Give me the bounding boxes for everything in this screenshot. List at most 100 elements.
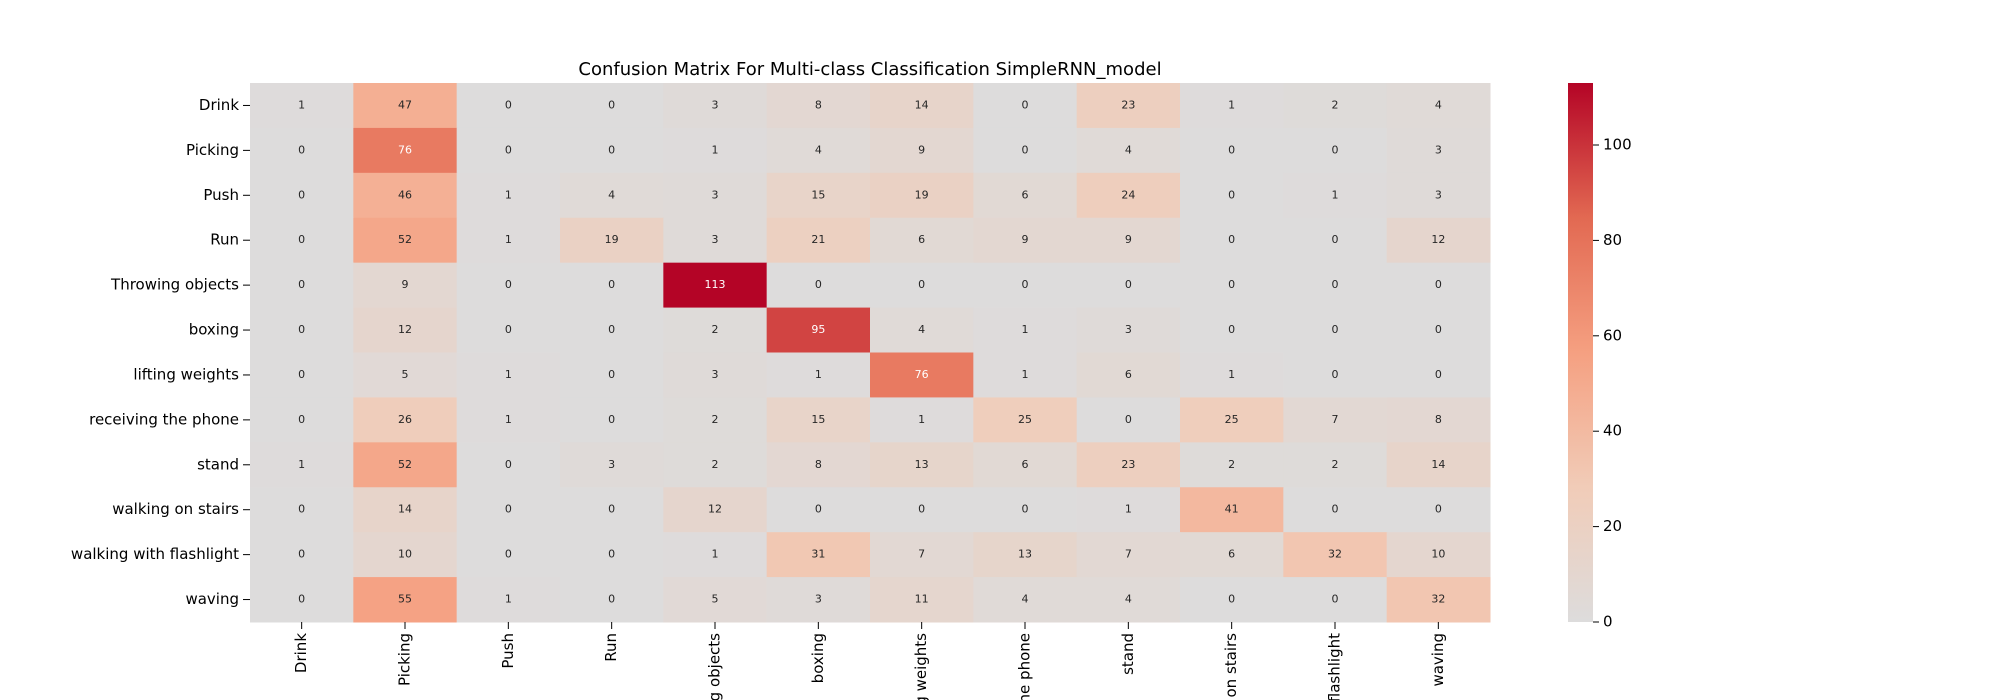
cell <box>456 262 561 309</box>
cell-label: 2 <box>1332 98 1339 111</box>
cell-label: 0 <box>1332 368 1339 381</box>
cell-label: 0 <box>505 458 512 471</box>
x-tick-label: waving <box>1429 633 1447 687</box>
cell <box>1283 172 1388 219</box>
cell <box>870 577 974 623</box>
cell-label: 1 <box>505 368 512 381</box>
y-tick-label: receiving the phone <box>89 410 239 428</box>
cell <box>973 172 1078 219</box>
cell <box>1386 487 1491 533</box>
cell <box>1386 307 1491 353</box>
cell-label: 1 <box>505 233 512 246</box>
cell <box>663 83 768 129</box>
cell <box>1386 262 1491 309</box>
cell <box>973 577 1078 623</box>
cell <box>1386 397 1491 443</box>
cell <box>870 262 974 309</box>
cell-label: 0 <box>1125 413 1132 426</box>
cell-label: 4 <box>1022 593 1029 606</box>
cell <box>663 217 768 264</box>
cell <box>1180 577 1284 623</box>
cell-label: 1 <box>815 368 822 381</box>
cell <box>973 217 1078 264</box>
colorbar-tick-label: 40 <box>1603 422 1622 440</box>
cell-label: 0 <box>1332 233 1339 246</box>
cell <box>1283 217 1388 264</box>
cell <box>353 397 458 443</box>
cell-label: 4 <box>608 188 615 201</box>
cell <box>456 487 561 533</box>
cell-label: 0 <box>298 503 305 516</box>
cell <box>250 262 354 309</box>
cell-label: 0 <box>1228 233 1235 246</box>
cell <box>1076 83 1181 129</box>
cell <box>560 307 664 353</box>
cell-label: 5 <box>712 593 719 606</box>
cell-label: 0 <box>1435 368 1442 381</box>
cell <box>663 532 768 578</box>
cell <box>663 487 768 533</box>
cell <box>973 442 1078 488</box>
cell <box>560 217 664 264</box>
x-tick-label: Throwing objects <box>706 633 724 700</box>
cell-label: 0 <box>1125 278 1132 291</box>
cell <box>870 307 974 353</box>
cell <box>1076 442 1181 488</box>
cell <box>766 172 871 219</box>
cell-label: 14 <box>1431 458 1445 471</box>
cell-label: 0 <box>1435 503 1442 516</box>
cell-label: 0 <box>1332 143 1339 156</box>
cell <box>250 487 354 533</box>
cell <box>250 442 354 488</box>
cell-label: 0 <box>1228 323 1235 336</box>
cell-label: 4 <box>1125 593 1132 606</box>
cell <box>560 172 664 219</box>
cell-label: 0 <box>1228 143 1235 156</box>
x-tick-label: lifting weights <box>912 633 930 700</box>
cell <box>1180 487 1284 533</box>
cell-label: 0 <box>1022 143 1029 156</box>
cell-label: 7 <box>918 548 925 561</box>
cell-label: 14 <box>398 503 412 516</box>
cell-label: 3 <box>815 593 822 606</box>
cell <box>663 172 768 219</box>
cell <box>353 532 458 578</box>
cell-label: 11 <box>915 593 929 606</box>
cell-label: 4 <box>815 143 822 156</box>
cell-label: 23 <box>1121 98 1135 111</box>
cell-label: 0 <box>815 503 822 516</box>
cell <box>766 217 871 264</box>
cell-label: 25 <box>1018 413 1032 426</box>
cell <box>1180 217 1284 264</box>
cell-label: 0 <box>608 143 615 156</box>
cell-label: 12 <box>708 503 722 516</box>
cell-label: 13 <box>1018 548 1032 561</box>
cell-label: 8 <box>815 98 822 111</box>
cell-label: 12 <box>398 323 412 336</box>
cell <box>1386 172 1491 219</box>
cell-label: 8 <box>1435 413 1442 426</box>
cell-label: 0 <box>918 278 925 291</box>
cell-label: 0 <box>505 503 512 516</box>
cell <box>456 172 561 219</box>
cell-label: 1 <box>1228 98 1235 111</box>
cell <box>560 397 664 443</box>
cell <box>1283 262 1388 309</box>
cell-label: 0 <box>505 98 512 111</box>
cell-label: 0 <box>298 233 305 246</box>
cell <box>870 532 974 578</box>
cell <box>663 262 768 309</box>
cell <box>250 172 354 219</box>
cell-label: 0 <box>1332 503 1339 516</box>
cell <box>456 127 561 174</box>
cell-label: 6 <box>1228 548 1235 561</box>
cell-label: 0 <box>1228 188 1235 201</box>
cell <box>766 307 871 353</box>
cell <box>1283 352 1388 398</box>
cell-label: 1 <box>1125 503 1132 516</box>
cell-label: 0 <box>298 188 305 201</box>
cell-label: 1 <box>712 548 719 561</box>
cell <box>870 83 974 129</box>
cell <box>663 442 768 488</box>
cell <box>353 127 458 174</box>
